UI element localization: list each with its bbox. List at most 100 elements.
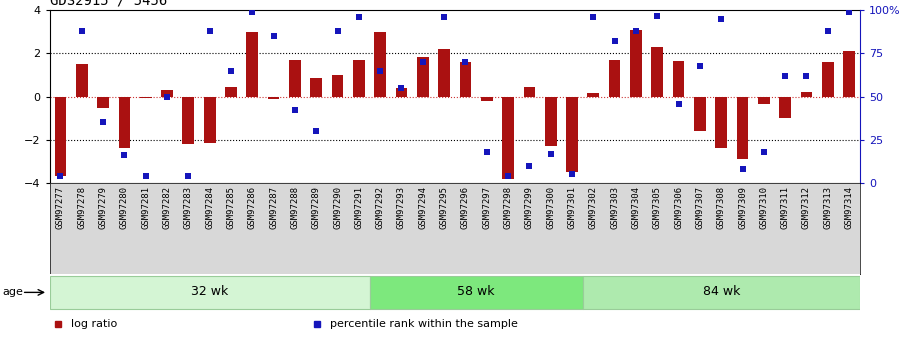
Text: GSM97308: GSM97308 (717, 186, 726, 229)
Point (692, 63, 707, 68)
Point (714, 16, 729, 22)
Point (138, 173, 153, 179)
Text: GSM97312: GSM97312 (802, 186, 811, 229)
Text: GSM97302: GSM97302 (589, 186, 598, 229)
Point (565, 171, 579, 177)
Bar (779, 97, 791, 118)
Text: GSM97287: GSM97287 (269, 186, 278, 229)
Point (224, 68, 238, 73)
Bar (140, 97, 151, 98)
Text: GSM97299: GSM97299 (525, 186, 534, 229)
Text: GSM97289: GSM97289 (311, 186, 320, 229)
Text: GSM97290: GSM97290 (333, 186, 342, 229)
Text: GSM97294: GSM97294 (418, 186, 427, 229)
Text: GSM97306: GSM97306 (674, 186, 683, 229)
Point (778, 73, 793, 79)
Text: 58 wk: 58 wk (457, 285, 495, 298)
Bar (76, 64, 88, 97)
Point (735, 166, 749, 172)
Bar (523, 87, 535, 97)
Bar (587, 93, 599, 97)
Point (203, 28, 217, 34)
Point (74, 28, 89, 34)
Point (500, 173, 515, 179)
Bar (268, 97, 280, 99)
Bar (715, 97, 727, 148)
Text: percentile rank within the sample: percentile rank within the sample (330, 319, 518, 329)
Bar (50, 276, 369, 309)
Text: GSM97292: GSM97292 (376, 186, 385, 229)
Text: GSM97305: GSM97305 (653, 186, 662, 229)
Text: GSM97298: GSM97298 (503, 186, 512, 229)
Point (96, 120, 110, 125)
Bar (54, 97, 66, 176)
Text: GSM97280: GSM97280 (119, 186, 129, 229)
Point (245, 9, 260, 15)
Bar (438, 49, 450, 97)
Bar (97, 97, 109, 108)
Point (480, 149, 494, 155)
Text: log ratio: log ratio (71, 319, 117, 329)
Bar (609, 60, 621, 97)
Bar (310, 78, 322, 97)
Bar (289, 60, 300, 97)
Bar (204, 97, 215, 143)
Point (395, 85, 409, 91)
Text: GSM97310: GSM97310 (759, 186, 768, 229)
Text: 32 wk: 32 wk (191, 285, 228, 298)
Point (543, 151, 557, 156)
Point (288, 108, 302, 113)
Text: GSM97300: GSM97300 (547, 186, 555, 229)
Text: GSM97296: GSM97296 (461, 186, 470, 229)
Point (415, 59, 430, 65)
Text: GSM97284: GSM97284 (205, 186, 214, 229)
Text: GSM97282: GSM97282 (163, 186, 172, 229)
Text: GSM97293: GSM97293 (397, 186, 406, 229)
Bar (375, 32, 386, 97)
Bar (694, 97, 706, 131)
Point (672, 101, 686, 106)
Point (799, 73, 814, 79)
Bar (417, 57, 429, 97)
Point (458, 59, 472, 65)
Bar (737, 97, 748, 159)
Point (266, 33, 281, 39)
Text: GSM97295: GSM97295 (440, 186, 449, 229)
Bar (672, 61, 684, 97)
Text: GSM97286: GSM97286 (248, 186, 257, 229)
Bar (630, 30, 642, 97)
Text: GSM97307: GSM97307 (695, 186, 704, 229)
Text: GSM97283: GSM97283 (184, 186, 193, 229)
Bar (161, 90, 173, 97)
Point (352, 14, 367, 20)
Text: GSM97303: GSM97303 (610, 186, 619, 229)
Point (53, 173, 68, 179)
Text: GSM97277: GSM97277 (56, 186, 65, 229)
Text: GSM97297: GSM97297 (482, 186, 491, 229)
Point (586, 14, 601, 20)
Text: age: age (3, 287, 24, 297)
Bar (502, 97, 514, 179)
Point (629, 28, 643, 34)
Bar (460, 62, 472, 97)
Bar (545, 97, 557, 146)
Text: GSM97278: GSM97278 (77, 186, 86, 229)
Text: GSM97311: GSM97311 (781, 186, 790, 229)
Text: GSM97301: GSM97301 (567, 186, 576, 229)
Bar (395, 88, 407, 97)
Bar (119, 97, 130, 148)
Text: GSM97285: GSM97285 (226, 186, 235, 229)
Point (842, 9, 856, 15)
Point (373, 68, 387, 73)
Point (437, 14, 452, 20)
Point (181, 173, 195, 179)
Point (757, 149, 771, 155)
Point (522, 163, 537, 168)
Text: GSM97279: GSM97279 (99, 186, 108, 229)
Text: GSM97314: GSM97314 (844, 186, 853, 229)
Bar (183, 97, 195, 144)
Bar (583, 276, 860, 309)
Bar (843, 51, 855, 97)
Bar (246, 32, 258, 97)
Text: GDS2915 / 5456: GDS2915 / 5456 (50, 0, 167, 8)
